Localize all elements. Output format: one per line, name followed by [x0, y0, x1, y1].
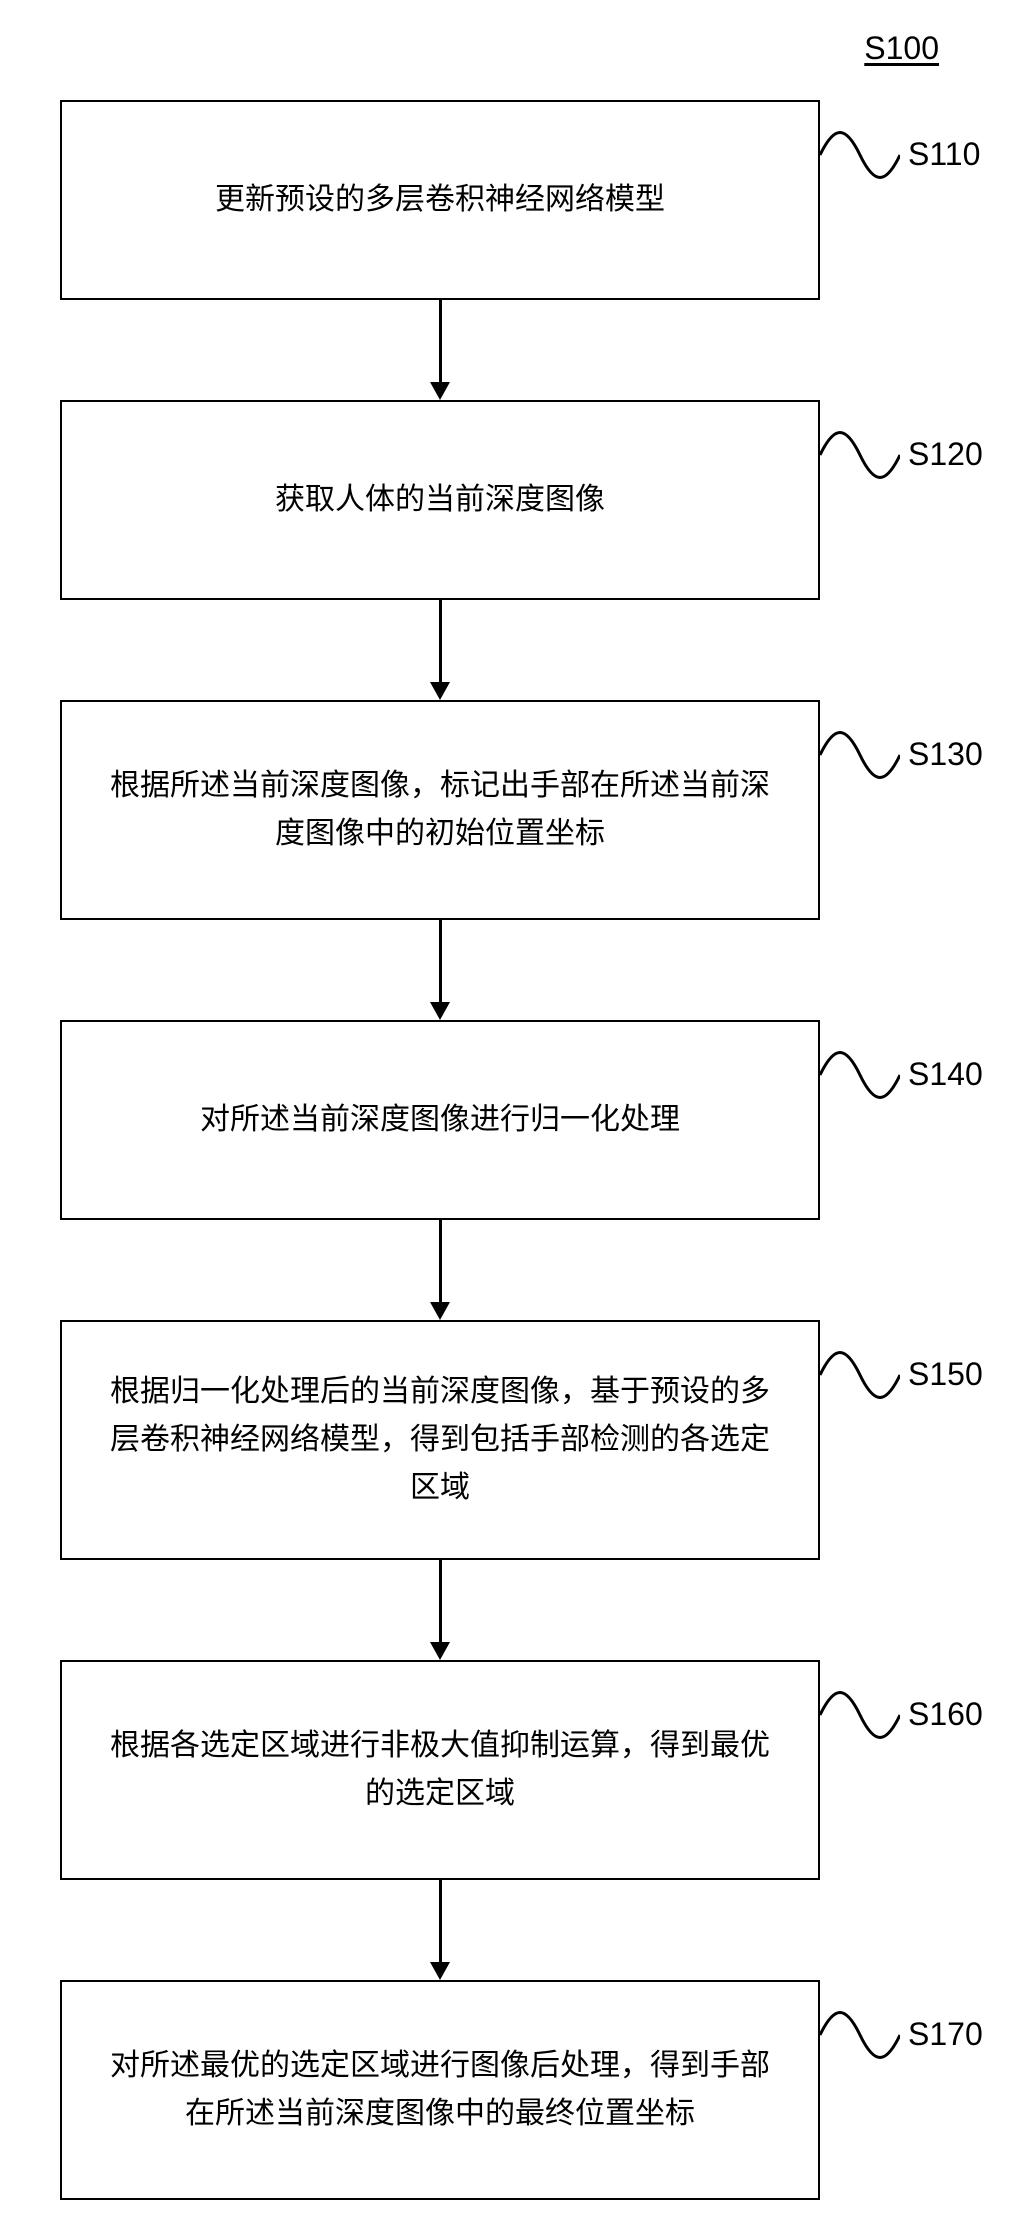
step-text: 根据归一化处理后的当前深度图像，基于预设的多层卷积神经网络模型，得到包括手部检测…	[102, 1368, 778, 1512]
step-box-s120: 获取人体的当前深度图像	[60, 400, 820, 600]
step-text: 根据各选定区域进行非极大值抑制运算，得到最优的选定区域	[102, 1722, 778, 1818]
step-label-s130: S130	[908, 736, 983, 773]
arrow-head-icon	[430, 1302, 450, 1320]
step-box-s150: 根据归一化处理后的当前深度图像，基于预设的多层卷积神经网络模型，得到包括手部检测…	[60, 1320, 820, 1560]
arrow-line	[439, 1220, 442, 1304]
arrow-line	[439, 920, 442, 1004]
arrow-line	[439, 300, 442, 384]
arrow-head-icon	[430, 1962, 450, 1980]
squiggle-connector	[820, 130, 900, 185]
arrow-head-icon	[430, 682, 450, 700]
step-label-s140: S140	[908, 1056, 983, 1093]
step-text: 获取人体的当前深度图像	[275, 476, 605, 524]
step-label-s120: S120	[908, 436, 983, 473]
step-box-s170: 对所述最优的选定区域进行图像后处理，得到手部在所述当前深度图像中的最终位置坐标	[60, 1980, 820, 2200]
arrow-line	[439, 1560, 442, 1644]
step-label-s110: S110	[908, 136, 980, 173]
squiggle-connector	[820, 1050, 900, 1105]
step-label-s170: S170	[908, 2016, 983, 2053]
arrow-line	[439, 1880, 442, 1964]
step-text: 根据所述当前深度图像，标记出手部在所述当前深度图像中的初始位置坐标	[102, 762, 778, 858]
step-box-s130: 根据所述当前深度图像，标记出手部在所述当前深度图像中的初始位置坐标	[60, 700, 820, 920]
diagram-title-label: S100	[864, 30, 939, 67]
arrow-head-icon	[430, 382, 450, 400]
squiggle-connector	[820, 2010, 900, 2065]
step-box-s140: 对所述当前深度图像进行归一化处理	[60, 1020, 820, 1220]
squiggle-connector	[820, 1350, 900, 1405]
step-label-s160: S160	[908, 1696, 983, 1733]
step-text: 对所述最优的选定区域进行图像后处理，得到手部在所述当前深度图像中的最终位置坐标	[102, 2042, 778, 2138]
arrow-line	[439, 600, 442, 684]
squiggle-connector	[820, 430, 900, 485]
arrow-head-icon	[430, 1002, 450, 1020]
squiggle-connector	[820, 1690, 900, 1745]
step-text: 对所述当前深度图像进行归一化处理	[200, 1096, 680, 1144]
step-box-s110: 更新预设的多层卷积神经网络模型	[60, 100, 820, 300]
step-box-s160: 根据各选定区域进行非极大值抑制运算，得到最优的选定区域	[60, 1660, 820, 1880]
arrow-head-icon	[430, 1642, 450, 1660]
step-text: 更新预设的多层卷积神经网络模型	[215, 176, 665, 224]
squiggle-connector	[820, 730, 900, 785]
step-label-s150: S150	[908, 1356, 983, 1393]
